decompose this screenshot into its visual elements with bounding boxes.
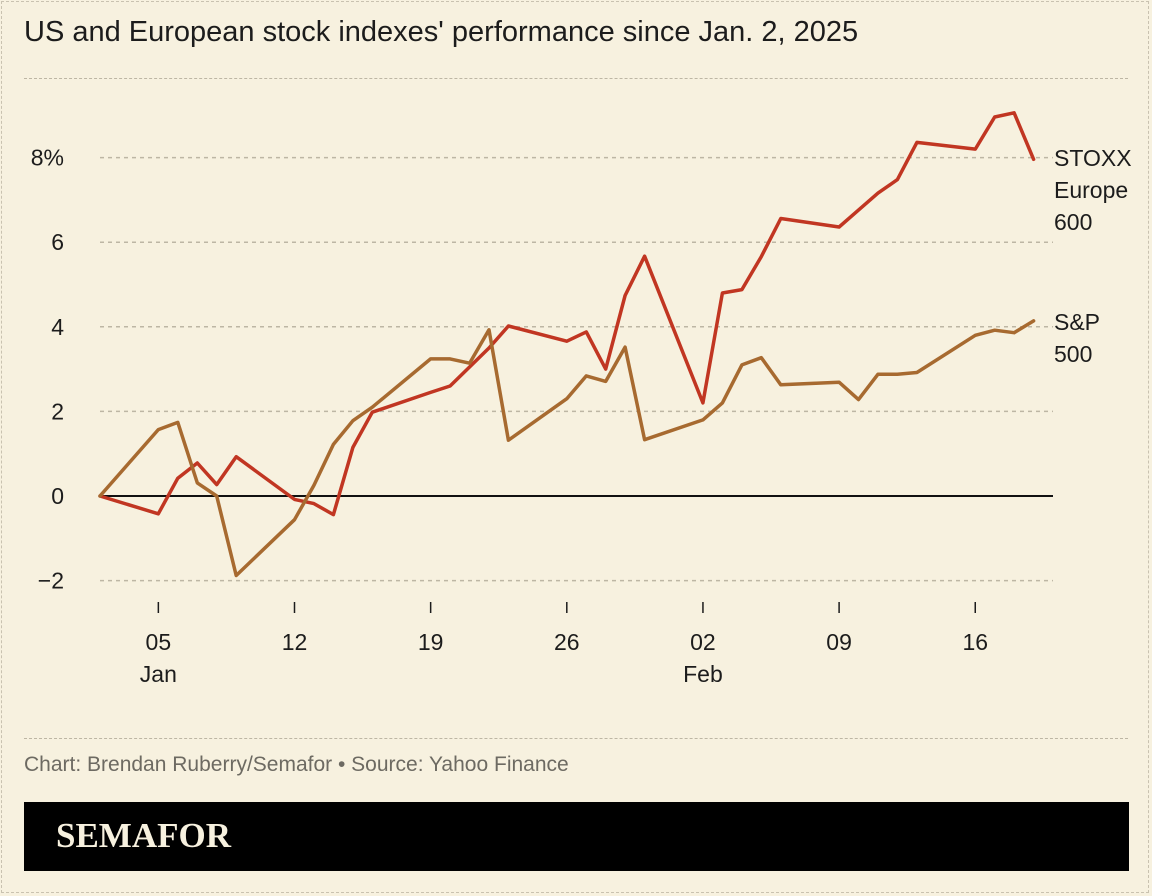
stoxx-series-label: 600 — [1054, 209, 1092, 235]
y-axis: 8% 6 4 2 0 −2 — [31, 145, 64, 594]
x-tick-label: 12 — [282, 629, 308, 655]
x-tick-label: 05 — [146, 629, 172, 655]
sp500-series-label: S&P — [1054, 309, 1100, 335]
series-lines — [98, 111, 1036, 578]
y-tick-label: 6 — [51, 229, 64, 255]
stoxx-series-label: Europe — [1054, 177, 1128, 203]
x-month-label: Jan — [140, 661, 177, 687]
x-axis: 05 Jan 12 19 26 02 Feb 09 16 — [140, 602, 988, 687]
chart-credit: Chart: Brendan Ruberry/Semafor • Source:… — [24, 753, 569, 776]
x-tick-label: 09 — [826, 629, 852, 655]
sp500-line — [98, 319, 1036, 578]
y-tick-label: 4 — [51, 314, 64, 340]
stoxx-europe-600-line — [98, 111, 1036, 517]
bottom-divider — [24, 738, 1128, 739]
grid-lines — [100, 156, 1053, 582]
x-month-label: Feb — [683, 661, 723, 687]
top-divider — [24, 78, 1128, 79]
chart-title: US and European stock indexes' performan… — [24, 16, 859, 48]
stoxx-series-label: STOXX — [1054, 145, 1132, 171]
y-tick-label: −2 — [38, 568, 64, 594]
series-labels: STOXX Europe 600 S&P 500 — [1054, 145, 1132, 367]
y-tick-label: 2 — [51, 398, 64, 424]
y-tick-label: 0 — [51, 483, 64, 509]
x-tick-label: 26 — [554, 629, 580, 655]
y-tick-label: 8% — [31, 145, 64, 171]
line-chart: 05 Jan 12 19 26 02 Feb 09 16 8% 6 4 2 0 −2 STOXX Europ… — [31, 111, 1132, 687]
brand-bar: SEMAFOR — [24, 802, 1129, 871]
x-tick-label: 19 — [418, 629, 444, 655]
sp500-series-label: 500 — [1054, 341, 1092, 367]
semafor-logo: SEMAFOR — [56, 816, 231, 855]
x-tick-label: 16 — [962, 629, 988, 655]
x-tick-label: 02 — [690, 629, 716, 655]
